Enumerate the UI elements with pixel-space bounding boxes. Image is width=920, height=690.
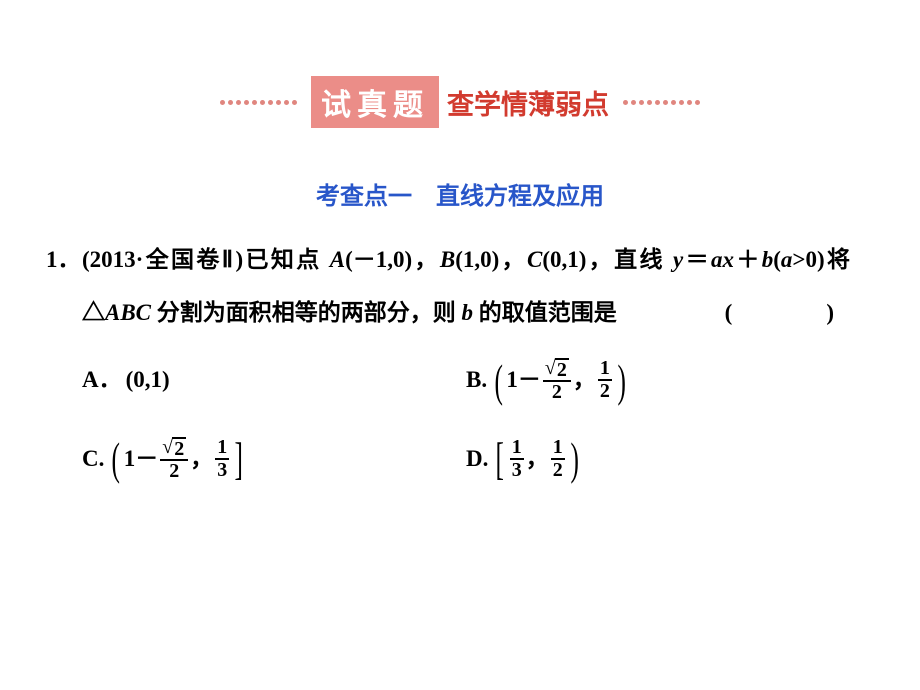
dots-left: [220, 100, 297, 105]
stem-text-2: 分割为面积相等的两部分，则: [151, 300, 462, 325]
option-a[interactable]: A． (0,1): [82, 354, 466, 407]
question-number: 1．: [46, 234, 81, 287]
triangle-abc: ABC: [105, 300, 151, 325]
var-b2: b: [462, 300, 474, 325]
point-c-coord: (0,1)，直线: [542, 247, 673, 272]
var-b: b: [762, 247, 774, 272]
c-one: 1: [124, 433, 136, 486]
c-minus: －: [135, 433, 158, 486]
dot-icon: [292, 100, 297, 105]
dot-icon: [252, 100, 257, 105]
option-a-label: A．: [82, 354, 122, 407]
dot-icon: [631, 100, 636, 105]
header-band: 试真题 查学情薄弱点: [0, 76, 920, 128]
dot-icon: [655, 100, 660, 105]
b-frac2: 1 2: [598, 358, 612, 402]
option-d[interactable]: D. [ 1 3 ， 1 2 ): [466, 433, 850, 486]
options-grid: A． (0,1) B. ( 1 － √2 2 ， 1 2 ): [82, 354, 850, 486]
b-frac1: √2 2: [543, 358, 571, 403]
b-one: 1: [506, 354, 518, 407]
question-block: 1． (2013·全国卷Ⅱ)已知点 A(－1,0)，B(1,0)，C(0,1)，…: [82, 234, 850, 486]
right-paren-icon: ): [617, 360, 625, 401]
d-comma: ，: [526, 433, 549, 486]
option-b-value: ( 1 － √2 2 ， 1 2 ): [491, 354, 629, 407]
dot-icon: [228, 100, 233, 105]
point-b-coord: (1,0)，: [455, 247, 527, 272]
point-a-label: A: [330, 247, 345, 272]
var-ax: ax: [711, 247, 734, 272]
dot-icon: [647, 100, 652, 105]
c-frac1: √2 2: [160, 437, 188, 482]
option-b-label: B.: [466, 354, 487, 407]
dot-icon: [639, 100, 644, 105]
option-a-value: (0,1): [126, 354, 170, 407]
right-bracket-icon: ]: [235, 438, 243, 479]
dot-icon: [268, 100, 273, 105]
answer-blank: ( ): [725, 287, 850, 340]
option-c[interactable]: C. ( 1 － √2 2 ， 1 3 ]: [82, 433, 466, 486]
eq-sign: ＝: [683, 247, 711, 272]
dot-icon: [679, 100, 684, 105]
dot-icon: [276, 100, 281, 105]
question-source: (2013·全国卷Ⅱ): [82, 247, 243, 272]
var-a: a: [781, 247, 793, 272]
section-title: 考查点一 直线方程及应用: [0, 176, 920, 211]
left-paren-icon: (: [495, 360, 503, 401]
dot-icon: [236, 100, 241, 105]
dot-icon: [687, 100, 692, 105]
d-frac1: 1 3: [510, 437, 524, 481]
dots-right: [623, 100, 700, 105]
header-subtitle: 查学情薄弱点: [447, 83, 609, 122]
dot-icon: [260, 100, 265, 105]
left-paren-icon: (: [112, 438, 120, 479]
option-d-label: D.: [466, 433, 488, 486]
stem-text-3: 的取值范围是: [473, 300, 617, 325]
option-c-value: ( 1 － √2 2 ， 1 3 ]: [108, 433, 246, 486]
var-y: y: [673, 247, 683, 272]
dot-icon: [623, 100, 628, 105]
header-badge: 试真题: [311, 76, 439, 128]
point-a-coord: (－1,0)，: [345, 247, 440, 272]
dot-icon: [695, 100, 700, 105]
point-c-label: C: [527, 247, 542, 272]
c-frac2: 1 3: [215, 437, 229, 481]
stem-text: 已知点: [243, 247, 330, 272]
dot-icon: [663, 100, 668, 105]
d-frac2: 1 2: [551, 437, 565, 481]
dot-icon: [671, 100, 676, 105]
option-d-value: [ 1 3 ， 1 2 ): [492, 433, 582, 486]
option-c-label: C.: [82, 433, 104, 486]
dot-icon: [244, 100, 249, 105]
c-comma: ，: [190, 433, 213, 486]
b-comma: ，: [573, 354, 596, 407]
b-minus: －: [518, 354, 541, 407]
dot-icon: [220, 100, 225, 105]
right-paren-icon: ): [570, 438, 578, 479]
dot-icon: [284, 100, 289, 105]
plus-sign: ＋: [734, 247, 762, 272]
cond-open: (: [773, 247, 781, 272]
left-bracket-icon: [: [496, 438, 504, 479]
question-stem: (2013·全国卷Ⅱ)已知点 A(－1,0)，B(1,0)，C(0,1)，直线 …: [82, 234, 850, 340]
option-b[interactable]: B. ( 1 － √2 2 ， 1 2 ): [466, 354, 850, 407]
point-b-label: B: [440, 247, 455, 272]
